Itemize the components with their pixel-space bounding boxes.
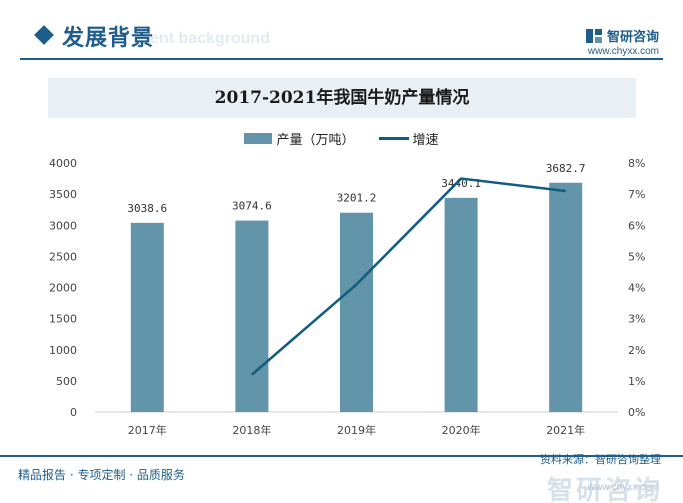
y-left-tick-label: 1000 (49, 344, 77, 357)
bar-value-label: 3074.6 (232, 200, 272, 213)
y-left-tick-label: 2000 (49, 282, 77, 295)
bar (444, 197, 478, 412)
legend-line-swatch (378, 136, 409, 140)
legend-bar-swatch (244, 132, 273, 144)
footer-divider (0, 455, 683, 457)
legend-item-production: 产量（万吨） (244, 129, 355, 148)
y-right-tick-label: 5% (628, 250, 645, 263)
section-subtitle-watermark: ent background (150, 30, 271, 47)
brand-logo-icon (585, 28, 602, 43)
bar (130, 222, 164, 412)
footer-source: 资料来源：智研咨询整理 (540, 453, 661, 466)
chart-title-band: 2017-2021年我国牛奶产量情况 (48, 78, 636, 118)
chart-title: 2017-2021年我国牛奶产量情况 (214, 88, 470, 108)
x-tick-label: 2017年 (128, 423, 167, 437)
bar-value-label: 3682.7 (546, 162, 586, 175)
legend-label-production: 产量（万吨） (276, 132, 355, 148)
header-divider (20, 58, 663, 60)
y-left-tick-label: 3500 (49, 188, 77, 201)
y-right-tick-label: 0% (628, 406, 645, 419)
x-tick-label: 2018年 (232, 423, 271, 437)
brand-block: 智研咨询 www.chyxx.com (585, 26, 659, 57)
y-right-tick-label: 7% (628, 188, 645, 201)
chart-legend: 产量（万吨） 增速 (0, 128, 683, 148)
y-axis-left: 0 500 1000 1500 2000 2500 3000 3500 4000 (49, 157, 77, 419)
growth-line (251, 177, 566, 376)
growth-line-series (251, 177, 566, 376)
brand-name: 智研咨询 (606, 30, 659, 45)
y-left-tick-label: 0 (70, 406, 77, 419)
section-title: 发展背景 (62, 26, 155, 51)
bar-value-label: 3038.6 (127, 202, 167, 215)
x-axis: 2017年 2018年 2019年 2020年 2021年 (128, 423, 585, 437)
bar (340, 212, 373, 412)
footer-url-watermark: www.chyxx.com (587, 482, 659, 493)
y-left-tick-label: 2500 (49, 250, 77, 263)
legend-item-growth: 增速 (378, 129, 439, 148)
x-tick-label: 2019年 (337, 423, 376, 437)
x-tick-label: 2021年 (546, 423, 585, 437)
y-left-tick-label: 4000 (49, 157, 77, 170)
legend-label-growth: 增速 (412, 132, 439, 148)
y-left-tick-label: 1500 (49, 313, 77, 326)
y-right-tick-label: 1% (628, 375, 645, 388)
bar (235, 220, 269, 412)
y-right-tick-label: 4% (628, 282, 645, 295)
y-axis-right: 0% 1% 2% 3% 4% 5% 6% 7% 8% (628, 157, 645, 419)
y-right-tick-label: 3% (628, 313, 645, 326)
bar (549, 182, 583, 412)
y-left-tick-label: 500 (56, 375, 77, 388)
brand-url: www.chyxx.com (587, 46, 659, 57)
y-left-tick-label: 3000 (49, 219, 77, 232)
footer-slogan: 精品报告 · 专项定制 · 品质服务 (18, 468, 185, 482)
y-right-tick-label: 2% (628, 344, 645, 357)
x-tick-label: 2020年 (442, 423, 481, 437)
page-header: ent background 发展背景 智研咨询 www.chyxx.com (0, 0, 683, 60)
bar-value-label: 3201.2 (337, 192, 377, 205)
y-right-tick-label: 6% (628, 219, 645, 232)
y-right-tick-label: 8% (628, 157, 645, 170)
bar-series (130, 182, 583, 412)
footer-brand-watermark: 智研咨询 (546, 476, 663, 503)
